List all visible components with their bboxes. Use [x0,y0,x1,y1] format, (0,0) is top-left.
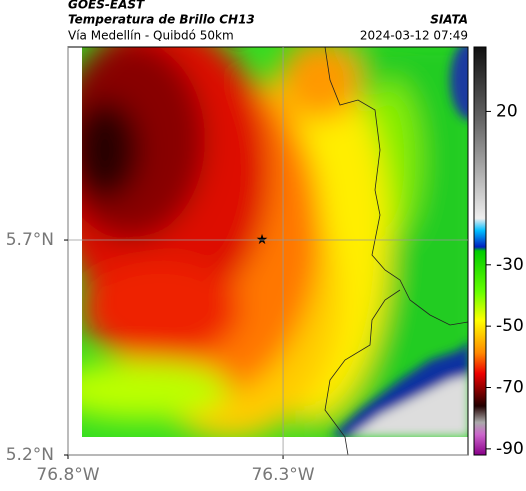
colorbar-tick-label: -30 [496,255,524,275]
timestamp: 2024-03-12 07:49 [360,29,468,43]
colorbar [473,46,487,456]
source: SIATA [430,13,468,27]
product: Temperatura de Brillo CH13 [68,13,255,27]
colorbar-tick-label: -50 [496,316,524,336]
region: Vía Medellín - Quibdó 50km [68,29,234,43]
satellite: GOES-EAST [68,0,145,12]
y-tick-label: 5.7°N [6,230,54,250]
imagery [82,47,468,437]
x-tick-label: 76.8°W [36,465,99,485]
colorbar-tick-label: -70 [496,378,524,398]
borders [324,46,469,456]
y-tick-label: 5.2°N [6,445,54,465]
x-tick-label: 76.3°W [251,465,314,485]
colorbar-tick-label: -90 [496,439,524,459]
colorbar-tick-label: 20 [496,101,518,121]
